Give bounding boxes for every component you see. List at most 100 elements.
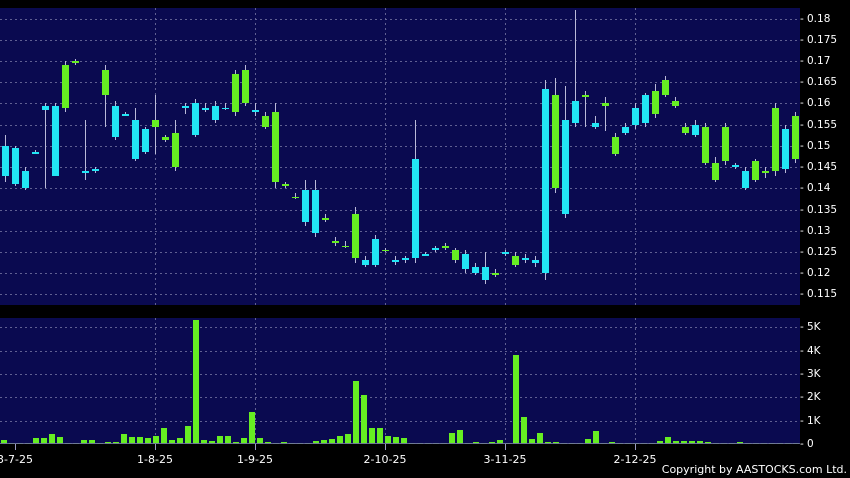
candle-body — [672, 101, 679, 106]
candle-body — [312, 190, 319, 233]
candle-body — [152, 120, 159, 127]
volume-bar — [217, 436, 223, 444]
price-chart-panel[interactable] — [0, 8, 800, 305]
volume-bar — [249, 411, 255, 444]
price-axis-tick: -0.175 — [800, 34, 838, 46]
candle-body — [602, 103, 609, 106]
gridline — [255, 8, 256, 305]
candle-body — [392, 260, 399, 262]
candle-body — [452, 249, 459, 261]
candle-body — [472, 266, 479, 274]
volume-bar — [209, 441, 215, 444]
candlestick — [652, 8, 659, 305]
price-axis-tick: -0.165 — [800, 76, 838, 88]
date-axis: 3-7-25 1-8-25 1-9-25 2-10-25 3-11-25 2-12-25 — [0, 444, 800, 478]
candle-body — [582, 94, 589, 98]
volume-bar — [169, 439, 175, 444]
gridline — [155, 318, 156, 444]
candle-body — [692, 124, 699, 136]
candle-wick — [495, 268, 496, 278]
volume-bar — [585, 438, 591, 444]
candle-body — [492, 273, 499, 275]
volume-axis-label: 0 — [807, 438, 814, 450]
candlestick — [782, 8, 789, 305]
date-axis-tick — [155, 444, 156, 450]
candlestick — [162, 8, 169, 305]
candle-body — [732, 164, 739, 168]
candlestick — [292, 8, 299, 305]
candle-wick — [255, 103, 256, 117]
candlestick — [272, 8, 279, 305]
candlestick — [642, 8, 649, 305]
price-axis-tick: -0.16 — [800, 97, 831, 109]
volume-bar — [681, 440, 687, 444]
candlestick — [22, 8, 29, 305]
price-axis-label: 0.12 — [807, 267, 831, 279]
candlestick — [632, 8, 639, 305]
candlestick — [602, 8, 609, 305]
date-axis-label: 1-9-25 — [237, 453, 273, 466]
candlestick — [472, 8, 479, 305]
price-axis-tick: -0.18 — [800, 13, 831, 25]
candlestick — [102, 8, 109, 305]
volume-axis-tick: -2K — [800, 391, 821, 403]
volume-chart-panel[interactable] — [0, 318, 800, 444]
date-axis-label: 2-12-25 — [613, 453, 657, 466]
candlestick — [62, 8, 69, 305]
candle-body — [782, 128, 789, 170]
volume-bar — [329, 439, 335, 444]
volume-bar — [393, 436, 399, 444]
candle-body — [722, 126, 729, 161]
volume-bar — [673, 440, 679, 444]
candlestick — [692, 8, 699, 305]
candlestick — [612, 8, 619, 305]
volume-bar — [657, 441, 663, 444]
candlestick — [702, 8, 709, 305]
candlestick — [522, 8, 529, 305]
candlestick — [122, 8, 129, 305]
date-axis-tick — [255, 444, 256, 450]
candle-body — [222, 107, 229, 110]
volume-bar — [337, 436, 343, 444]
candle-body — [362, 260, 369, 265]
volume-bar — [89, 439, 95, 444]
gridline — [0, 327, 800, 328]
candlestick — [732, 8, 739, 305]
candle-body — [42, 105, 49, 110]
candle-wick — [605, 97, 606, 132]
volume-bar — [57, 437, 63, 444]
volume-bar — [49, 433, 55, 444]
price-axis-label: 0.15 — [807, 140, 831, 152]
candle-wick — [295, 192, 296, 199]
candle-body — [542, 88, 549, 274]
candle-body — [182, 105, 189, 108]
gridline — [0, 210, 800, 211]
candle-wick — [85, 120, 86, 180]
volume-bar — [201, 440, 207, 444]
candle-body — [382, 249, 389, 252]
price-axis-label: 0.155 — [807, 119, 838, 131]
candlestick — [572, 8, 579, 305]
candlestick — [112, 8, 119, 305]
candlestick — [142, 8, 149, 305]
gridline — [0, 351, 800, 352]
volume-bar — [257, 437, 263, 444]
price-axis-tick: -0.13 — [800, 225, 831, 237]
candle-body — [462, 254, 469, 269]
price-axis-label: 0.16 — [807, 97, 831, 109]
candle-body — [32, 152, 39, 155]
volume-bar — [153, 436, 159, 444]
candle-wick — [105, 65, 106, 127]
gridline — [505, 8, 506, 305]
volume-axis-tick: -3K — [800, 368, 821, 380]
candlestick — [442, 8, 449, 305]
volume-baseline — [0, 443, 800, 444]
volume-bar — [385, 436, 391, 444]
candlestick — [342, 8, 349, 305]
candlestick — [712, 8, 719, 305]
price-axis-tick: -0.17 — [800, 55, 831, 67]
candle-body — [292, 196, 299, 199]
candle-body — [412, 158, 419, 259]
candle-body — [22, 171, 29, 189]
